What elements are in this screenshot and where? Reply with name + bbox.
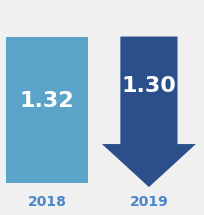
Bar bbox=[6, 37, 88, 183]
Text: 2019: 2019 bbox=[130, 195, 168, 209]
Polygon shape bbox=[102, 37, 196, 187]
Text: 1.32: 1.32 bbox=[20, 91, 74, 111]
Text: 2018: 2018 bbox=[28, 195, 66, 209]
Text: 1.30: 1.30 bbox=[122, 76, 176, 96]
